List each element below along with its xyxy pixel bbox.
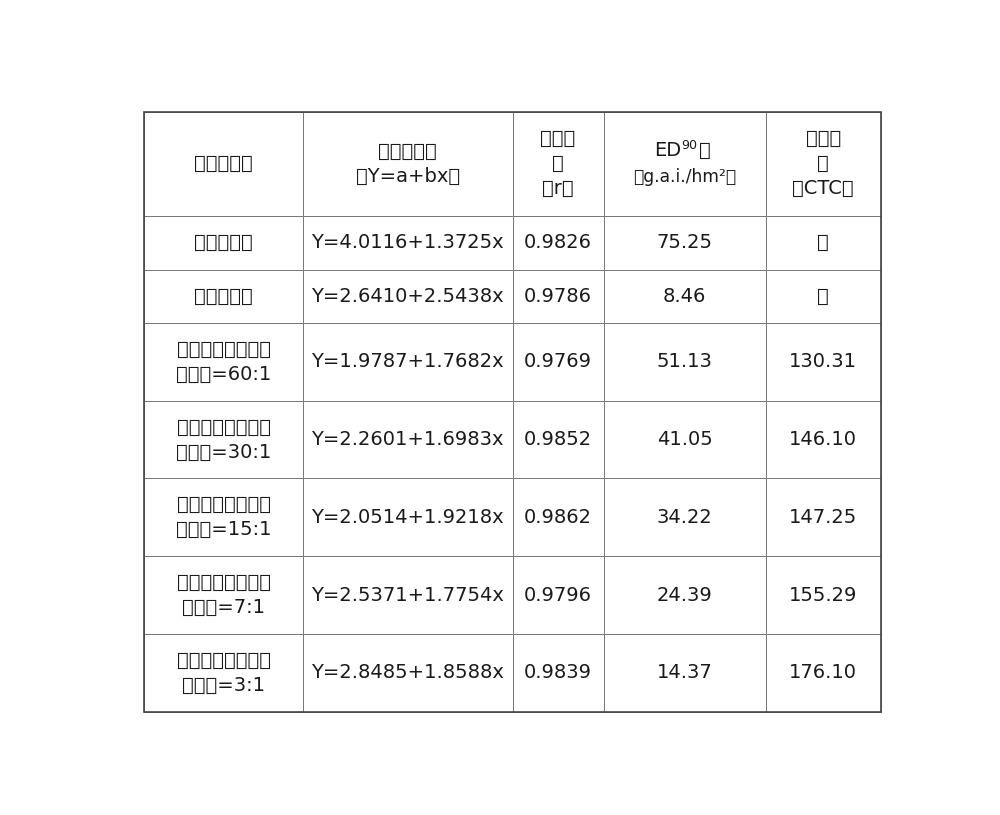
- Text: 51.13: 51.13: [657, 352, 713, 372]
- Text: 75.25: 75.25: [657, 233, 713, 253]
- Bar: [144, 323, 303, 401]
- Text: 8.46: 8.46: [663, 287, 706, 306]
- Bar: [512, 216, 604, 270]
- Bar: [303, 216, 512, 270]
- Bar: [144, 556, 303, 634]
- Text: Y=2.8485+1.8588x: Y=2.8485+1.8588x: [311, 663, 504, 682]
- Text: 176.10: 176.10: [789, 663, 857, 682]
- Bar: [303, 270, 512, 323]
- Bar: [512, 401, 604, 478]
- Text: 90: 90: [681, 139, 697, 152]
- Bar: [512, 478, 604, 556]
- Text: 双环磺草酮: 双环磺草酮: [194, 233, 253, 253]
- Bar: [766, 556, 881, 634]
- Bar: [512, 112, 604, 216]
- Text: 双环磺草酮：氯吡
嘧磺隆=7:1: 双环磺草酮：氯吡 嘧磺隆=7:1: [177, 573, 271, 617]
- Text: 氯吡嘧磺隆: 氯吡嘧磺隆: [194, 287, 253, 306]
- Bar: [766, 216, 881, 270]
- Bar: [144, 216, 303, 270]
- Bar: [303, 478, 512, 556]
- Bar: [604, 216, 766, 270]
- Text: 147.25: 147.25: [789, 508, 857, 526]
- Text: Y=4.0116+1.3725x: Y=4.0116+1.3725x: [311, 233, 504, 253]
- Text: 共毒系
数
（CTC）: 共毒系 数 （CTC）: [792, 130, 854, 198]
- Text: 130.31: 130.31: [789, 352, 857, 372]
- Bar: [144, 478, 303, 556]
- Text: 0.9826: 0.9826: [524, 233, 592, 253]
- Text: 0.9852: 0.9852: [524, 430, 592, 449]
- Bar: [604, 270, 766, 323]
- Bar: [766, 401, 881, 478]
- Bar: [512, 634, 604, 711]
- Bar: [303, 401, 512, 478]
- Bar: [766, 112, 881, 216]
- Text: 双环磺草酮：氯吡
嘧磺隆=30:1: 双环磺草酮：氯吡 嘧磺隆=30:1: [176, 417, 271, 461]
- Text: 相关系
数
（r）: 相关系 数 （r）: [540, 130, 576, 198]
- Text: 24.39: 24.39: [657, 585, 713, 605]
- Bar: [766, 323, 881, 401]
- Text: Y=2.2601+1.6983x: Y=2.2601+1.6983x: [311, 430, 504, 449]
- Text: Y=1.9787+1.7682x: Y=1.9787+1.7682x: [311, 352, 504, 372]
- Text: Y=2.6410+2.5438x: Y=2.6410+2.5438x: [311, 287, 504, 306]
- Bar: [512, 323, 604, 401]
- Bar: [303, 634, 512, 711]
- Text: 0.9786: 0.9786: [524, 287, 592, 306]
- Text: 回归方程式
（Y=a+bx）: 回归方程式 （Y=a+bx）: [356, 142, 460, 186]
- Text: 值: 值: [699, 141, 710, 160]
- Text: Y=2.0514+1.9218x: Y=2.0514+1.9218x: [311, 508, 504, 526]
- Bar: [144, 270, 303, 323]
- Text: 0.9862: 0.9862: [524, 508, 592, 526]
- Text: 41.05: 41.05: [657, 430, 713, 449]
- Text: 155.29: 155.29: [789, 585, 857, 605]
- Text: 双环磺草酮：氯吡
嘧磺隆=60:1: 双环磺草酮：氯吡 嘧磺隆=60:1: [176, 340, 271, 384]
- Text: 146.10: 146.10: [789, 430, 857, 449]
- Bar: [303, 323, 512, 401]
- Bar: [604, 556, 766, 634]
- Text: 34.22: 34.22: [657, 508, 713, 526]
- Text: ED: ED: [654, 141, 681, 160]
- Bar: [766, 634, 881, 711]
- Text: 药剂及配比: 药剂及配比: [194, 154, 253, 174]
- Bar: [144, 634, 303, 711]
- Bar: [766, 478, 881, 556]
- Bar: [604, 323, 766, 401]
- Text: －: －: [817, 233, 829, 253]
- Text: 0.9796: 0.9796: [524, 585, 592, 605]
- Text: 0.9839: 0.9839: [524, 663, 592, 682]
- Bar: [604, 634, 766, 711]
- Bar: [512, 556, 604, 634]
- Bar: [604, 112, 766, 216]
- Bar: [766, 270, 881, 323]
- Bar: [144, 401, 303, 478]
- Bar: [604, 478, 766, 556]
- Text: 0.9769: 0.9769: [524, 352, 592, 372]
- Text: －: －: [817, 287, 829, 306]
- Bar: [303, 556, 512, 634]
- Bar: [604, 401, 766, 478]
- Text: 双环磺草酮：氯吡
嘧磺隆=3:1: 双环磺草酮：氯吡 嘧磺隆=3:1: [177, 650, 271, 694]
- Bar: [303, 112, 512, 216]
- Text: 14.37: 14.37: [657, 663, 713, 682]
- Bar: [144, 112, 303, 216]
- Text: 双环磺草酮：氯吡
嘧磺隆=15:1: 双环磺草酮：氯吡 嘧磺隆=15:1: [176, 496, 271, 540]
- Text: （g.a.i./hm²）: （g.a.i./hm²）: [633, 169, 736, 187]
- Bar: [512, 270, 604, 323]
- Text: Y=2.5371+1.7754x: Y=2.5371+1.7754x: [311, 585, 504, 605]
